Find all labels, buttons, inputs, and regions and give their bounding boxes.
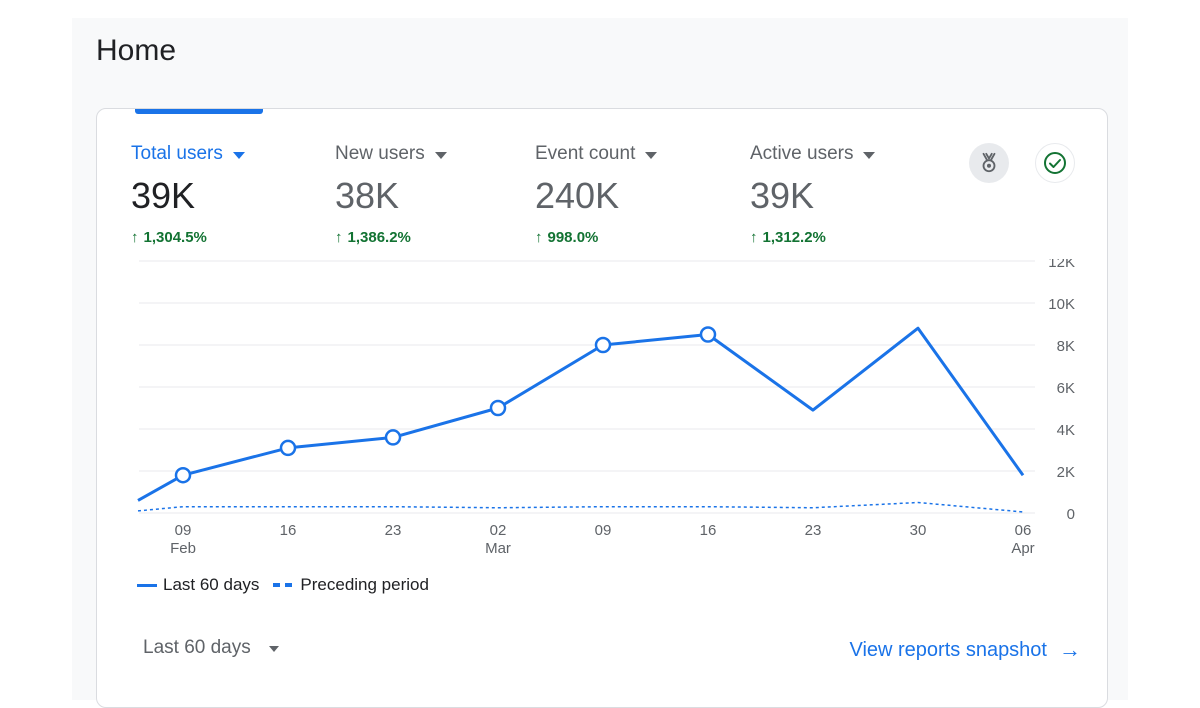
x-tick-label: 16 <box>700 522 717 539</box>
series-line-last-60-days <box>137 326 1025 502</box>
x-tick-month-label: Feb <box>170 540 196 557</box>
data-point <box>594 336 612 354</box>
metric-change: ↑ 998.0% <box>535 229 657 246</box>
metric-total-users[interactable]: Total users 39K ↑ 1,304.5% <box>131 143 245 246</box>
legend-item-last-60-days: Last 60 days <box>163 575 260 594</box>
metric-new-users[interactable]: New users 38K ↑ 1,386.2% <box>335 143 447 246</box>
caret-down-icon <box>434 151 447 159</box>
metric-change-text: 1,304.5% <box>143 229 207 246</box>
arrow-right-icon: → <box>1059 637 1081 662</box>
view-reports-snapshot-link[interactable]: View reports snapshot → <box>849 637 1081 663</box>
x-tick-label: 09 <box>175 522 192 539</box>
date-range-dropdown[interactable]: Last 60 days <box>143 637 279 659</box>
metric-value: 39K <box>131 175 196 216</box>
y-tick-label: 4K <box>1057 422 1075 439</box>
metric-change-text: 998.0% <box>547 229 599 246</box>
y-tick-label: 12K <box>1048 259 1075 271</box>
date-range-label: Last 60 days <box>143 637 251 658</box>
x-tick-label: 16 <box>280 522 297 539</box>
metric-label-text: Active users <box>750 143 854 164</box>
metric-change: ↑ 1,386.2% <box>335 229 447 246</box>
x-tick-label: 09 <box>595 522 612 539</box>
metric-change-text: 1,386.2% <box>347 229 411 246</box>
x-tick-month-label: Mar <box>485 540 511 557</box>
legend-solid-swatch <box>137 583 157 587</box>
metric-label[interactable]: New users <box>335 143 447 165</box>
x-tick-label: 23 <box>385 522 402 539</box>
metric-change: ↑ 1,312.2% <box>750 229 875 246</box>
check-circle-icon[interactable] <box>1035 143 1075 183</box>
metric-value: 240K <box>535 175 620 216</box>
legend-dashed-swatch <box>273 583 293 587</box>
overview-card: Total users 39K ↑ 1,304.5% New users 38K… <box>96 108 1108 708</box>
legend-item-preceding-period: Preceding period <box>300 575 429 594</box>
y-tick-label: 0 <box>1067 506 1075 523</box>
metric-label-text: Total users <box>131 143 223 164</box>
x-tick-label: 06 <box>1015 522 1032 539</box>
y-tick-label: 6K <box>1057 380 1075 397</box>
page-title: Home <box>96 34 177 67</box>
x-tick-month-label: Apr <box>1011 540 1034 557</box>
tab-indicator <box>135 109 263 114</box>
chart-legend: Last 60 days Preceding period <box>137 575 429 595</box>
metric-active-users[interactable]: Active users 39K ↑ 1,312.2% <box>750 143 876 246</box>
metric-change: ↑ 1,304.5% <box>131 229 245 246</box>
y-tick-label: 10K <box>1048 296 1075 313</box>
x-tick-label: 30 <box>910 522 927 539</box>
metric-value: 38K <box>335 175 400 216</box>
data-point <box>174 466 192 484</box>
metric-label[interactable]: Active users <box>750 143 876 165</box>
metric-change-text: 1,312.2% <box>762 229 826 246</box>
y-tick-label: 8K <box>1057 338 1075 355</box>
award-ribbon-icon[interactable] <box>969 143 1009 183</box>
arrow-up-icon: ↑ <box>535 229 543 246</box>
series-line-preceding-period <box>137 501 1024 513</box>
caret-down-icon <box>232 151 245 159</box>
x-tick-label: 02 <box>490 522 507 539</box>
metric-value: 39K <box>750 175 815 216</box>
arrow-up-icon: ↑ <box>131 229 139 246</box>
data-point <box>279 439 297 457</box>
caret-down-icon <box>863 151 876 159</box>
view-reports-snapshot-label: View reports snapshot <box>849 638 1047 661</box>
caret-down-icon <box>645 151 658 159</box>
metric-label-text: Event count <box>535 143 636 164</box>
metric-label[interactable]: Total users <box>131 143 245 165</box>
data-point <box>489 399 507 417</box>
y-tick-label: 2K <box>1057 464 1075 481</box>
caret-down-icon <box>268 646 279 652</box>
x-tick-label: 23 <box>805 522 822 539</box>
metric-label[interactable]: Event count <box>535 143 658 165</box>
arrow-up-icon: ↑ <box>750 229 758 246</box>
metric-event-count[interactable]: Event count 240K ↑ 998.0% <box>535 143 658 246</box>
arrow-up-icon: ↑ <box>335 229 343 246</box>
metric-label-text: New users <box>335 143 425 164</box>
data-point <box>699 326 717 343</box>
data-point <box>384 429 402 446</box>
